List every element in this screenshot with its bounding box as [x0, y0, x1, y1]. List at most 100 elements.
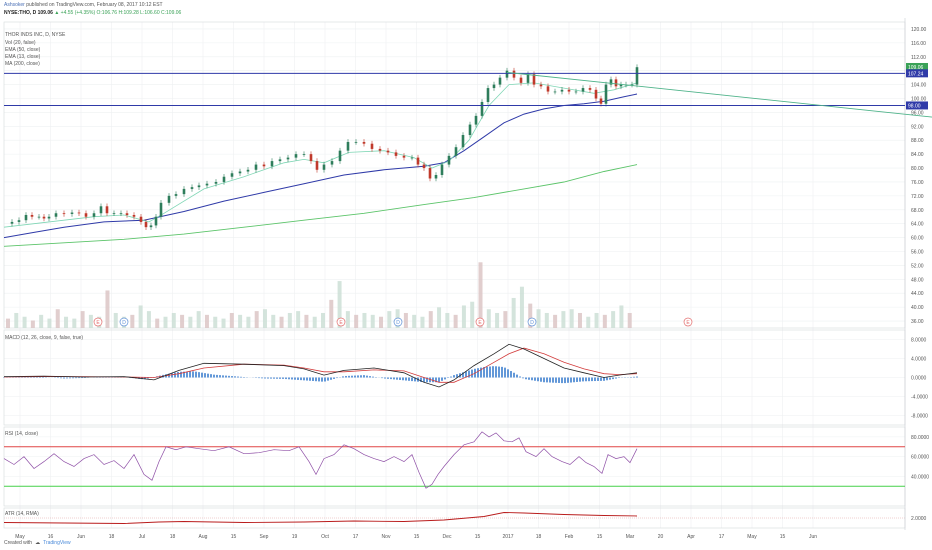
atr-title: ATR (14, RMA): [5, 511, 39, 517]
macd-histogram-bar: [216, 374, 218, 378]
candle-body: [386, 150, 390, 153]
macd-histogram-bar: [267, 377, 269, 379]
volume-bar: [30, 320, 35, 328]
macd-histogram-bar: [396, 377, 398, 380]
macd-histogram-bar: [531, 377, 533, 381]
macd-histogram-bar: [177, 371, 179, 378]
candle-body: [492, 84, 496, 89]
candle-body: [125, 213, 129, 215]
volume-bar: [495, 312, 500, 328]
macd-histogram-bar: [192, 371, 194, 378]
candle-body: [604, 84, 608, 104]
volume-bar: [113, 312, 118, 328]
macd-histogram-bar: [438, 377, 440, 383]
volume-bar: [437, 307, 442, 328]
macd-histogram-bar: [222, 375, 224, 378]
price-tick-label: 80.00: [911, 166, 924, 172]
last-price-tag: 109.06: [908, 65, 924, 71]
earnings-marker-label: E: [686, 320, 690, 326]
volume-bar: [445, 312, 450, 328]
x-tick-label: 17: [719, 534, 725, 540]
candle-body: [581, 88, 585, 92]
candle-body: [154, 216, 158, 226]
macd-tick-label: -8.0000: [911, 414, 928, 420]
volume-bar: [470, 301, 475, 328]
macd-histogram-bar: [507, 369, 509, 378]
macd-histogram-bar: [36, 376, 38, 378]
macd-histogram-bar: [498, 366, 500, 378]
macd-histogram-bar: [453, 375, 455, 378]
macd-histogram-bar: [537, 377, 539, 382]
rsi-tick-label: 80.0000: [911, 435, 929, 441]
macd-histogram-bar: [144, 377, 146, 380]
volume-bar: [370, 314, 375, 328]
price-tick-label: 88.00: [911, 138, 924, 144]
legend-ma200: MA (200, close): [5, 61, 40, 67]
lower-level-tag: 98.00: [908, 103, 921, 109]
price-tick-label: 64.00: [911, 222, 924, 228]
earnings-marker: [527, 317, 537, 327]
candle-body: [539, 84, 543, 87]
volume-bar: [47, 318, 52, 328]
candle-body: [614, 79, 618, 87]
macd-histogram-bar: [186, 371, 188, 378]
volume-bar: [544, 312, 549, 328]
candle-body: [24, 214, 28, 221]
x-tick-label: Mar: [626, 534, 635, 540]
macd-histogram-bar: [465, 371, 467, 378]
candle-body: [553, 91, 557, 93]
macd-histogram-bar: [237, 376, 239, 378]
volume-bar: [453, 314, 458, 328]
candle-body: [410, 157, 414, 159]
volume-bar: [22, 316, 27, 328]
earnings-marker-label: D: [396, 320, 400, 326]
volume-bar: [478, 262, 483, 328]
macd-histogram-bar: [402, 377, 404, 381]
author-name[interactable]: Ashsoker: [4, 2, 25, 8]
candle-body: [416, 157, 420, 165]
macd-histogram-bar: [81, 377, 83, 379]
macd-histogram-bar: [39, 376, 41, 378]
macd-histogram-bar: [450, 376, 452, 378]
x-tick-label: 15: [475, 534, 481, 540]
footer-brand[interactable]: TradingView: [43, 540, 71, 546]
x-tick-label: Dec: [443, 534, 452, 540]
volume-bar: [420, 316, 425, 328]
last-price-tag-bg: [906, 62, 928, 71]
volume-bar: [428, 311, 433, 328]
price-tick-label: 68.00: [911, 208, 924, 214]
macd-histogram-bar: [588, 377, 590, 382]
macd-histogram-bar: [324, 377, 326, 382]
macd-histogram-bar: [435, 377, 437, 383]
macd-histogram-bar: [300, 377, 302, 381]
rsi-line: [3, 431, 638, 489]
candle-body: [167, 195, 171, 203]
volume-bar: [337, 281, 342, 328]
x-tick-label: 2017: [502, 534, 513, 540]
candle-body: [480, 101, 484, 116]
macd-histogram-bar: [72, 377, 74, 379]
price-tick-label: 76.00: [911, 180, 924, 186]
ohlc-values: O:106.76 H:109.28 L:106.60 C:109.06: [96, 10, 182, 16]
candle-body: [278, 159, 282, 162]
candle-body: [112, 213, 116, 215]
volume-bar: [229, 312, 234, 328]
macd-histogram-bar: [549, 377, 551, 383]
volume-bar: [519, 286, 524, 328]
macd-histogram-bar: [615, 377, 617, 379]
macd-histogram-bar: [282, 377, 284, 379]
x-tick-label: May: [15, 534, 25, 540]
candle-body: [461, 135, 465, 148]
x-tick-label: 15: [414, 534, 420, 540]
price-tick-label: 96.00: [911, 110, 924, 116]
macd-pane: [3, 343, 638, 388]
candle-body: [197, 185, 201, 188]
macd-histogram-bar: [312, 377, 314, 381]
candle-body: [205, 183, 209, 186]
x-tick-label: 18: [109, 534, 115, 540]
macd-histogram-bar: [354, 375, 356, 378]
candle-body: [322, 164, 326, 170]
volume-bar: [528, 303, 533, 328]
macd-histogram-bar: [357, 375, 359, 378]
